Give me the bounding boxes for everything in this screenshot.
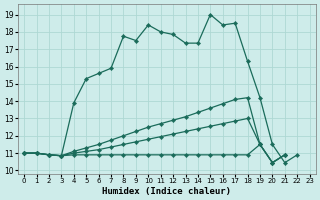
X-axis label: Humidex (Indice chaleur): Humidex (Indice chaleur)	[102, 187, 231, 196]
